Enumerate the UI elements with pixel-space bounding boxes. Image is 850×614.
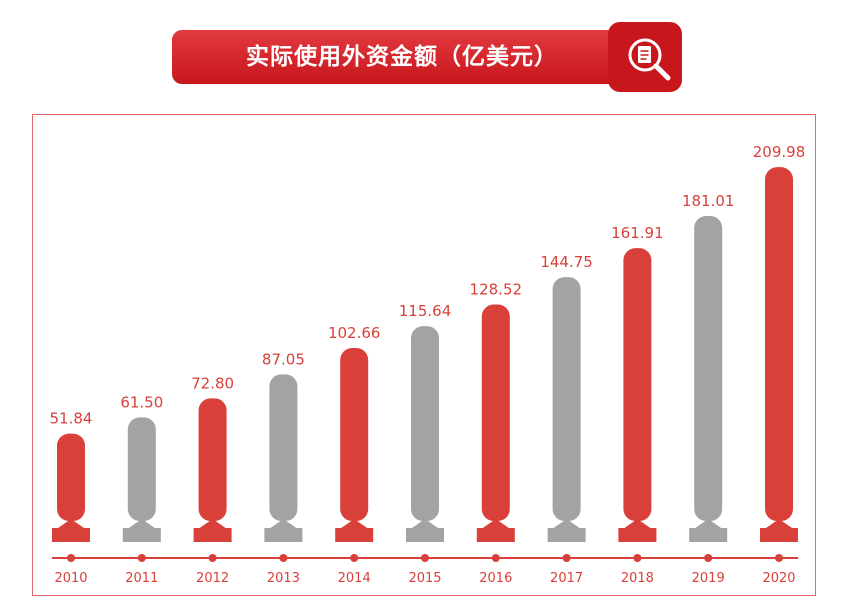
axis-dot [279,554,288,562]
chart-title: 实际使用外资金额（亿美元） [246,44,558,70]
x-tick-label: 2017 [550,571,583,586]
axis-dot [775,554,783,562]
bar-pedestal-peak [624,519,651,528]
bar [411,326,439,521]
data-label: 209.98 [753,143,806,161]
data-label: 181.01 [682,192,735,210]
bar-pedestal [547,528,586,542]
axis-dot [562,554,571,562]
bar-pedestal [618,528,657,542]
bar-pedestal [689,528,728,542]
x-tick-label: 2013 [267,571,300,586]
x-tick-label: 2016 [479,571,512,586]
axis-dot [67,554,75,562]
bar-pedestal-peak [341,519,368,528]
bar-pedestal-peak [128,519,155,528]
bar-pedestal-peak [412,519,438,528]
x-tick-label: 2020 [762,571,795,586]
data-label: 102.66 [328,324,381,342]
bar-pedestal [52,528,90,542]
bar [127,417,156,521]
axis-dot [633,554,642,562]
axis-dot [137,554,146,562]
title-banner [172,30,640,84]
bar-pedestal [476,528,515,542]
bar [552,277,581,521]
bar [198,398,227,521]
x-tick-label: 2019 [692,571,725,586]
axis-dot [350,554,359,562]
bar-pedestal-peak [766,519,792,528]
x-tick-label: 2014 [338,571,371,586]
bar-pedestal [193,528,232,542]
axis-dot [491,554,500,562]
bar [765,167,793,521]
bar-pedestal-peak [58,519,84,528]
data-label: 115.64 [399,302,452,320]
data-label: 144.75 [540,253,593,271]
x-tick-label: 2011 [125,571,158,586]
bar-pedestal-peak [199,519,226,528]
bar-pedestal-peak [482,519,509,528]
bar-pedestal-peak [270,519,297,528]
bar [694,215,723,521]
axis-dot [421,554,429,562]
axis-dot [208,554,217,562]
axis-dot [704,554,713,562]
bar-pedestal-peak [553,519,580,528]
x-tick-label: 2010 [54,571,87,586]
bar [57,433,85,521]
chart-frame [32,114,816,596]
bar [481,304,510,521]
x-tick-label: 2012 [196,571,229,586]
x-tick-label: 2015 [408,571,441,586]
bar-pedestal [122,528,161,542]
bar [623,248,652,522]
bar [269,374,298,521]
bar-pedestal [335,528,374,542]
bar-pedestal [264,528,303,542]
document-search-icon [628,38,671,81]
data-label: 128.52 [470,280,523,298]
bar [340,348,369,521]
bar-pedestal [760,528,798,542]
bar-pedestal [406,528,444,542]
x-tick-label: 2018 [621,571,654,586]
data-label: 87.05 [262,350,305,368]
data-label: 72.80 [191,374,234,392]
data-label: 161.91 [611,224,664,242]
data-label: 51.84 [50,410,93,428]
bar-pedestal-peak [695,519,722,528]
data-label: 61.50 [120,393,163,411]
